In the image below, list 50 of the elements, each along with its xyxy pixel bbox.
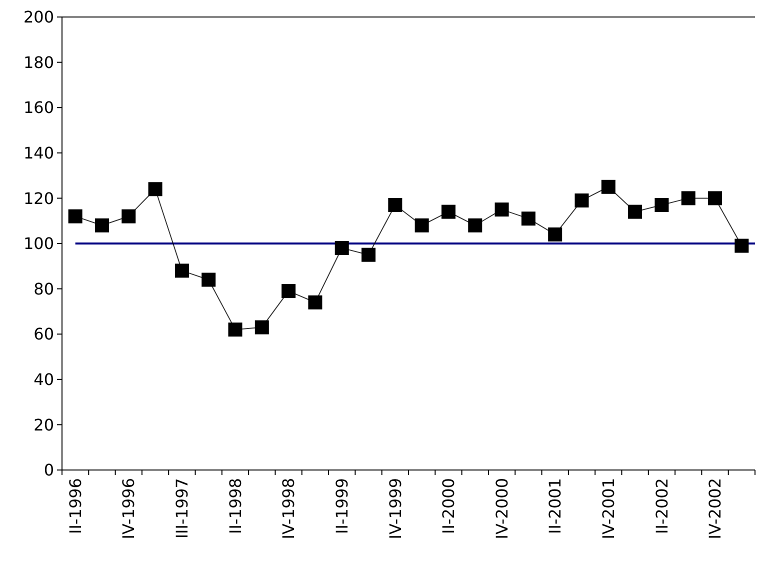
x-tick-label: IV-2001 — [599, 478, 618, 540]
y-tick-label: 160 — [23, 98, 54, 118]
point — [202, 272, 216, 287]
y-tick-label: 0 — [44, 460, 54, 480]
x-tick-label: II-2000 — [439, 478, 458, 534]
point — [282, 284, 296, 298]
point — [574, 193, 589, 208]
point — [628, 204, 642, 219]
point — [681, 191, 696, 206]
point — [148, 182, 162, 196]
point — [388, 198, 402, 212]
y-tick-label: 40 — [34, 370, 54, 389]
y-tick-label: 120 — [23, 188, 54, 208]
point — [414, 218, 429, 232]
point — [362, 248, 376, 262]
x-tick-label: IV-1998 — [279, 478, 298, 540]
point — [494, 202, 509, 217]
y-tick-label: 20 — [34, 415, 54, 434]
y-tick-label: 100 — [23, 234, 54, 254]
x-tick-label: III-1997 — [172, 478, 192, 539]
point — [308, 295, 322, 310]
point — [122, 209, 136, 224]
point — [228, 322, 242, 337]
point — [254, 320, 269, 334]
x-tick-label: II-1999 — [332, 478, 352, 534]
point — [94, 218, 109, 232]
point — [654, 198, 669, 212]
point — [334, 241, 349, 256]
point — [68, 209, 82, 224]
x-tick-label: IV-2000 — [492, 478, 512, 540]
x-tick-label: II-2002 — [652, 478, 672, 534]
point — [601, 180, 616, 194]
y-tick-label: 80 — [34, 279, 54, 298]
x-tick-label: IV-2002 — [706, 478, 725, 540]
y-tick-label: 60 — [34, 324, 54, 344]
x-tick-label: IV-1999 — [386, 478, 405, 540]
y-tick-label: 180 — [23, 52, 54, 72]
x-tick-label: II-1998 — [226, 478, 245, 534]
point — [548, 227, 562, 242]
point — [521, 212, 536, 226]
x-tick-label: II-2001 — [546, 478, 565, 534]
point — [441, 204, 456, 219]
point — [734, 238, 749, 253]
x-tick-label: IV-1996 — [119, 478, 138, 540]
y-tick-label: 140 — [23, 144, 54, 162]
point — [708, 191, 722, 206]
x-tick-label: II-1996 — [66, 478, 85, 534]
y-tick-label: 200 — [23, 8, 54, 27]
point — [174, 264, 189, 278]
point — [468, 218, 482, 232]
